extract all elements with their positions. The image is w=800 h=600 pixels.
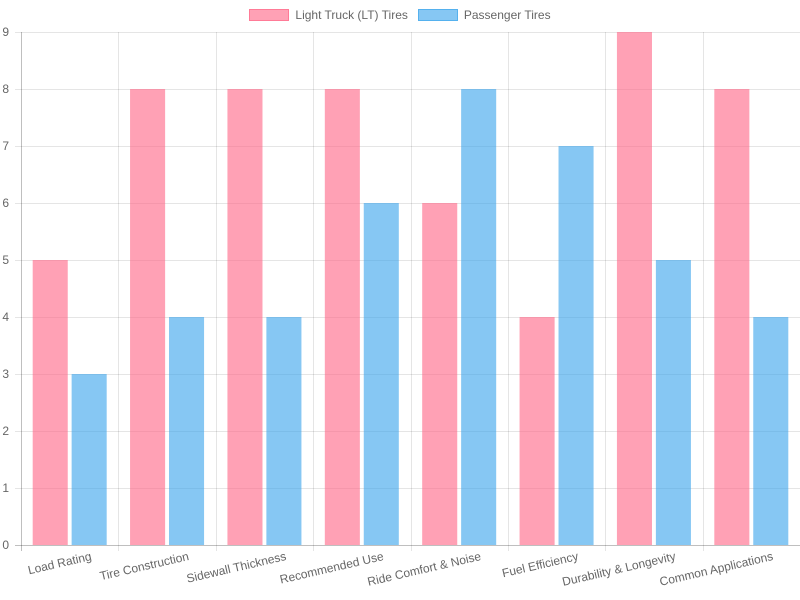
y-tick-label: 5 <box>2 253 9 267</box>
y-tick-label: 2 <box>2 424 9 438</box>
y-tick-label: 1 <box>2 481 9 495</box>
bars <box>32 32 789 545</box>
y-tick-label: 7 <box>2 139 9 153</box>
bar-passenger-tires[interactable] <box>461 89 497 545</box>
bar-passenger-tires[interactable] <box>71 374 107 545</box>
bar-passenger-tires[interactable] <box>655 260 691 545</box>
legend-label-lt-tires: Light Truck (LT) Tires <box>295 8 408 22</box>
bar-passenger-tires[interactable] <box>558 146 594 545</box>
x-tick-label: Ride Comfort & Noise <box>366 549 483 589</box>
bar-passenger-tires[interactable] <box>169 317 205 545</box>
bar-lt-tires[interactable] <box>227 89 263 545</box>
bar-passenger-tires[interactable] <box>363 203 399 545</box>
bar-lt-tires[interactable] <box>616 32 652 545</box>
legend-item-passenger-tires[interactable]: Passenger Tires <box>417 8 551 22</box>
bar-lt-tires[interactable] <box>130 89 166 545</box>
y-tick-label: 4 <box>2 310 9 324</box>
bar-lt-tires[interactable] <box>324 89 360 545</box>
x-tick-label: Common Applications <box>658 549 774 589</box>
y-tick-label: 9 <box>2 25 9 39</box>
x-tick-label: Load Rating <box>27 549 93 577</box>
bar-lt-tires[interactable] <box>422 203 458 545</box>
legend-swatch-passenger-tires <box>417 9 458 21</box>
bar-lt-tires[interactable] <box>519 317 555 545</box>
y-tick-label: 6 <box>2 196 9 210</box>
y-tick-label: 0 <box>2 538 9 552</box>
legend-label-passenger-tires: Passenger Tires <box>463 8 551 22</box>
bar-lt-tires[interactable] <box>714 89 750 545</box>
bar-passenger-tires[interactable] <box>753 317 789 545</box>
legend: Light Truck (LT) Tires Passenger Tires <box>0 8 800 22</box>
y-tick-label: 8 <box>2 82 9 96</box>
y-tick-label: 3 <box>2 367 9 381</box>
bar-passenger-tires[interactable] <box>266 317 302 545</box>
x-tick-label: Sidewall Thickness <box>185 549 287 586</box>
bar-lt-tires[interactable] <box>32 260 68 545</box>
x-tick-label: Tire Construction <box>98 549 190 583</box>
legend-item-lt-tires[interactable]: Light Truck (LT) Tires <box>249 8 408 22</box>
legend-swatch-lt-tires <box>249 9 290 21</box>
